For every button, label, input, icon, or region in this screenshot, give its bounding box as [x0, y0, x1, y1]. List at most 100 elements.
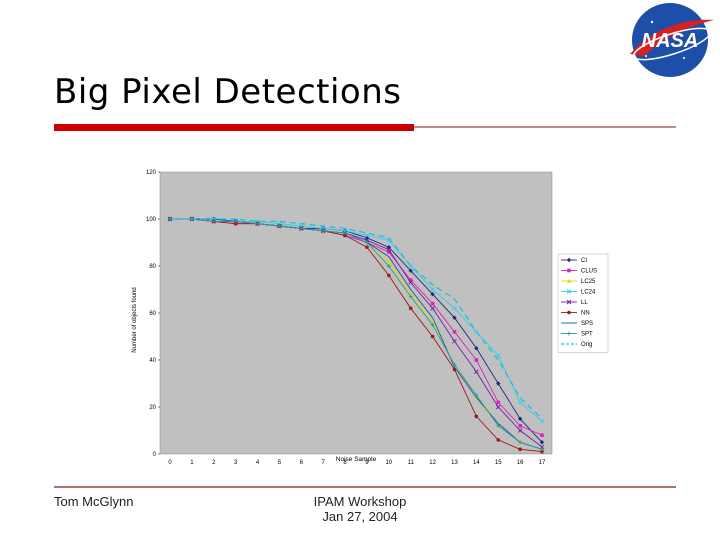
data-point — [452, 338, 457, 344]
data-point — [387, 273, 391, 278]
legend-entry: Orig — [561, 342, 592, 348]
x-tick-label: 10 — [385, 460, 392, 465]
legend-label: NN — [581, 311, 590, 317]
y-tick-label: 100 — [146, 217, 157, 223]
data-point — [408, 278, 413, 282]
y-axis-label: Number of objects found — [132, 287, 138, 352]
x-tick-label: 6 — [300, 460, 304, 465]
data-point — [233, 221, 238, 226]
data-point — [386, 264, 391, 268]
x-tick-label: 0 — [168, 460, 172, 465]
data-point — [255, 221, 260, 226]
data-point — [539, 418, 545, 424]
legend-entry: NN — [561, 311, 590, 317]
series-layer — [167, 216, 545, 454]
legend-entry: SPS — [561, 321, 593, 327]
slide-title: Big Pixel Detections — [54, 72, 402, 112]
y-tick-label: 80 — [149, 264, 156, 270]
x-axis-label: Noise Sample — [336, 456, 377, 463]
data-point — [430, 292, 435, 297]
data-point — [495, 404, 501, 410]
legend-label: LC24 — [581, 290, 596, 296]
data-point — [517, 428, 523, 433]
x-tick-label: 5 — [278, 460, 282, 465]
data-point — [277, 224, 282, 229]
legend-entry: CI — [561, 257, 587, 264]
legend-entry: LC25 — [561, 278, 596, 285]
footer-event: IPAM Workshop Jan 27, 2004 — [290, 494, 430, 524]
data-point — [452, 362, 457, 367]
data-point — [540, 449, 544, 454]
series-line — [170, 218, 543, 453]
x-tick-label: 14 — [473, 460, 480, 465]
data-point — [539, 440, 545, 445]
x-tick-label: 11 — [408, 460, 415, 465]
data-point — [474, 358, 479, 362]
x-tick-label: 2 — [212, 460, 216, 465]
data-point — [518, 440, 523, 445]
data-point — [452, 315, 457, 320]
data-point — [364, 240, 369, 245]
y-tick-label: 40 — [149, 358, 156, 364]
series-line — [170, 218, 543, 420]
y-tick-label: 20 — [149, 405, 156, 411]
data-point — [567, 268, 571, 273]
data-point — [496, 438, 501, 442]
data-point — [387, 250, 391, 254]
x-tick-label: 17 — [539, 460, 546, 465]
nasa-logo-icon: NASA — [630, 3, 714, 77]
x-tick-label: 16 — [517, 460, 524, 465]
y-tick-label: 120 — [146, 170, 157, 176]
data-point — [386, 247, 392, 252]
data-point — [408, 294, 413, 299]
data-point — [452, 305, 457, 311]
data-point — [343, 233, 347, 238]
data-point — [496, 400, 501, 405]
footer-divider — [54, 486, 676, 488]
data-point — [517, 416, 523, 421]
data-point — [211, 219, 216, 224]
data-point — [474, 414, 479, 419]
data-point — [496, 381, 501, 386]
legend-label: CI — [581, 258, 587, 264]
data-point — [408, 306, 413, 311]
x-tick-label: 7 — [322, 460, 326, 465]
data-point — [518, 447, 522, 452]
x-tick-label: 13 — [451, 460, 458, 465]
data-point — [496, 423, 501, 428]
plot-area — [159, 171, 553, 455]
data-point — [430, 322, 435, 327]
x-tick-label: 12 — [429, 460, 436, 465]
x-tick-label: 9 — [365, 460, 369, 465]
data-point — [408, 280, 414, 285]
x-tick-label: 3 — [234, 460, 238, 465]
title-underline-gray — [414, 126, 676, 128]
legend-label: LC25 — [581, 279, 596, 285]
legend-entry: CLUS — [561, 269, 597, 275]
data-point — [386, 259, 392, 264]
data-point — [495, 352, 501, 358]
series-line — [170, 218, 543, 450]
data-point — [517, 399, 523, 405]
data-point — [430, 334, 435, 339]
data-point — [452, 330, 457, 334]
data-point — [430, 301, 435, 306]
data-point — [430, 305, 435, 311]
data-point — [343, 231, 348, 236]
legend-label: SPT — [581, 332, 593, 338]
footer-event-date: Jan 27, 2004 — [322, 509, 398, 524]
legend-entry: LC24 — [561, 289, 596, 296]
legend-label: LL — [581, 300, 588, 306]
legend-label: SPS — [581, 321, 593, 327]
y-axis-ticks: 0 20 40 60 80 100 120 — [146, 170, 160, 458]
data-point — [474, 369, 479, 375]
title-underline-red — [54, 124, 414, 131]
y-tick-label: 60 — [149, 311, 156, 317]
series-orig — [170, 218, 543, 420]
legend-entry: LL — [561, 299, 588, 306]
x-tick-label: 8 — [343, 460, 347, 465]
data-point — [566, 289, 572, 294]
svg-text:NASA: NASA — [642, 30, 699, 52]
x-tick-label: 15 — [495, 460, 502, 465]
data-point — [567, 310, 571, 315]
